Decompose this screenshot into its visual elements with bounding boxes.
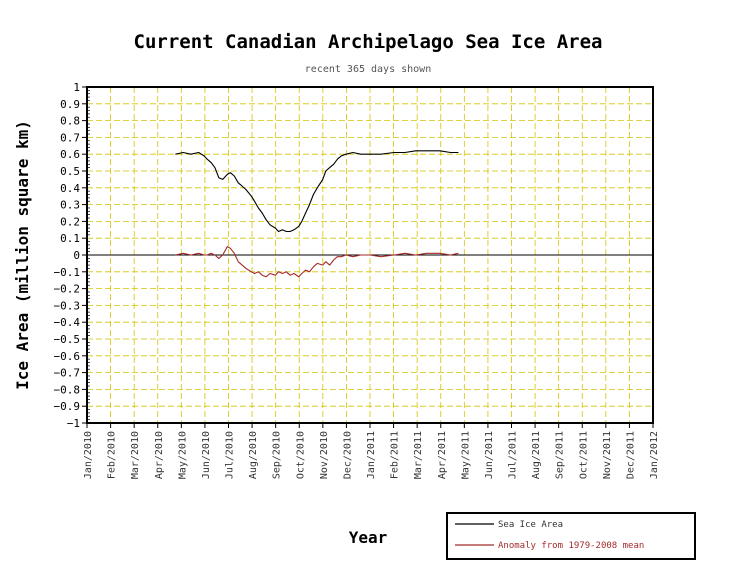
y-tick-label: 0.6 (60, 148, 80, 161)
y-tick-label: −1 (67, 417, 80, 430)
x-tick-label: Jun/2011 (484, 431, 495, 479)
y-axis-label: Ice Area (million square km) (13, 120, 32, 390)
x-tick-label: Jul/2010 (225, 431, 236, 479)
x-tick-label: Sep/2011 (555, 431, 566, 479)
x-tick-label: Nov/2011 (602, 431, 613, 479)
x-tick-label: Oct/2011 (578, 431, 589, 479)
x-tick-label: Dec/2011 (625, 431, 636, 479)
y-tick-label: −0.3 (54, 299, 81, 312)
series-line-0 (175, 150, 459, 233)
y-tick-label: 0 (73, 249, 80, 262)
x-tick-label: Sep/2010 (272, 431, 283, 479)
x-tick-label: Aug/2011 (531, 431, 542, 479)
y-tick-label: 0.3 (60, 199, 80, 212)
y-tick-label: 0.2 (60, 215, 80, 228)
y-axis-ticks: 1 0.9 0.8 0.7 0.6 0.5 0.4 0.3 0.2 0.1 0 −0.1 −0.2 −0.… (54, 81, 90, 430)
x-tick-label: Nov/2010 (319, 431, 330, 479)
x-tick-label: Jun/2010 (201, 431, 212, 479)
x-tick-label: Jan/2010 (83, 431, 94, 479)
y-tick-label: −0.4 (54, 316, 81, 329)
legend-label-anomaly: Anomaly from 1979-2008 mean (498, 541, 644, 551)
legend: Sea Ice Area Anomaly from 1979-2008 mean (446, 512, 696, 560)
y-tick-label: 0.4 (60, 182, 80, 195)
chart-subtitle: recent 365 days shown (305, 64, 431, 75)
series-lines (175, 150, 459, 278)
x-axis-ticks: Jan/2010 Feb/2010 Mar/2010 Apr/2010 May/2010… (83, 423, 660, 479)
x-tick-label: Mar/2010 (130, 431, 141, 479)
y-tick-label: 0.7 (60, 131, 80, 144)
y-tick-label: −0.1 (54, 266, 81, 279)
y-tick-label: −0.6 (54, 350, 81, 363)
x-tick-label: Feb/2010 (107, 431, 118, 479)
x-tick-label: Aug/2010 (248, 431, 259, 479)
y-tick-label: −0.9 (54, 400, 81, 413)
chart-title: Current Canadian Archipelago Sea Ice Are… (134, 31, 603, 53)
x-tick-label: Mar/2011 (413, 431, 424, 479)
x-tick-label: Jan/2012 (649, 431, 660, 479)
x-tick-label: May/2010 (177, 431, 188, 479)
y-tick-label: 0.5 (60, 165, 80, 178)
legend-box (446, 512, 696, 560)
x-tick-label: Apr/2010 (154, 431, 165, 479)
x-tick-label: May/2011 (460, 431, 471, 479)
x-tick-label: Jan/2011 (366, 431, 377, 479)
y-tick-label: 1 (73, 81, 80, 94)
y-tick-label: −0.5 (54, 333, 81, 346)
x-tick-label: Oct/2010 (295, 431, 306, 479)
x-axis-label: Year (349, 528, 388, 547)
x-tick-label: Dec/2010 (342, 431, 353, 479)
y-tick-label: 0.8 (60, 115, 80, 128)
x-tick-label: Feb/2011 (390, 431, 401, 479)
y-tick-label: −0.8 (54, 383, 81, 396)
legend-label-sea-ice-area: Sea Ice Area (498, 520, 563, 530)
y-tick-label: −0.2 (54, 283, 81, 296)
y-tick-label: 0.9 (60, 98, 80, 111)
y-tick-label: 0.1 (60, 232, 80, 245)
series-line-1 (175, 246, 459, 278)
x-tick-label: Jul/2011 (508, 431, 519, 479)
grid (87, 87, 653, 423)
y-tick-label: −0.7 (54, 367, 81, 380)
x-tick-label: Apr/2011 (437, 431, 448, 479)
